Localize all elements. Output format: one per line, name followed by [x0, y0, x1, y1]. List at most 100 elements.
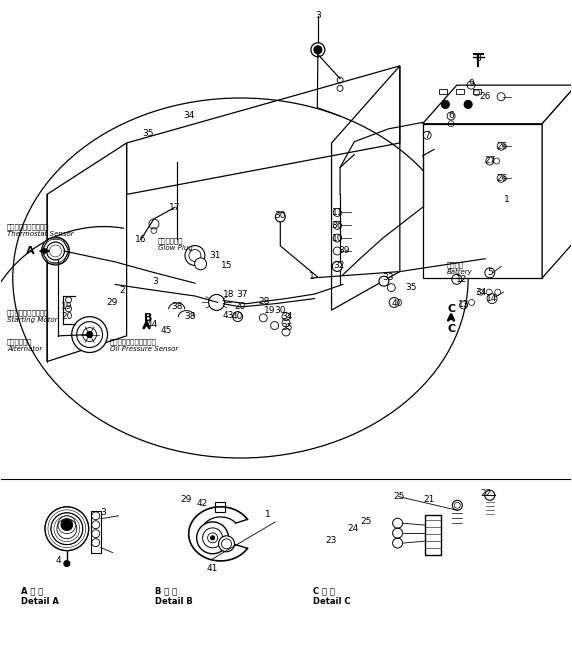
Text: C 詳 細
Detail C: C 詳 細 Detail C	[313, 587, 351, 606]
Text: 1: 1	[504, 195, 510, 204]
Circle shape	[209, 295, 225, 310]
Text: 8: 8	[475, 54, 481, 63]
Text: 11: 11	[332, 208, 343, 217]
Text: グロープラグ
Glow Plug: グロープラグ Glow Plug	[158, 238, 193, 251]
Text: 24: 24	[348, 524, 359, 533]
Text: 26: 26	[496, 174, 508, 183]
Text: 6: 6	[448, 112, 454, 121]
Text: 41: 41	[206, 564, 218, 573]
Circle shape	[45, 507, 89, 550]
Circle shape	[61, 519, 73, 531]
Circle shape	[311, 43, 325, 57]
Text: 19: 19	[264, 306, 276, 315]
Text: 36: 36	[332, 221, 343, 230]
Text: 40: 40	[232, 312, 243, 321]
Text: 13: 13	[458, 300, 470, 309]
Text: 28: 28	[259, 297, 270, 306]
Text: 20: 20	[235, 302, 246, 311]
Polygon shape	[423, 85, 572, 124]
Text: 9: 9	[468, 79, 474, 89]
Circle shape	[332, 262, 342, 271]
Text: 45: 45	[161, 326, 172, 335]
Text: 40: 40	[391, 299, 403, 308]
Text: 14: 14	[486, 294, 498, 303]
FancyBboxPatch shape	[423, 124, 542, 278]
Text: 31: 31	[209, 251, 221, 260]
Text: C: C	[447, 304, 455, 314]
Text: 34: 34	[184, 112, 195, 121]
Text: 30: 30	[275, 306, 286, 315]
Text: 17: 17	[169, 203, 181, 212]
Text: 35: 35	[142, 129, 154, 138]
Text: 32: 32	[333, 260, 344, 269]
Text: 10: 10	[332, 234, 343, 243]
Text: 43: 43	[223, 311, 233, 320]
Text: 26: 26	[496, 141, 508, 151]
Text: 4: 4	[55, 556, 61, 565]
Polygon shape	[542, 85, 572, 278]
Circle shape	[452, 500, 462, 510]
Text: 12: 12	[456, 275, 467, 284]
Text: 25: 25	[393, 492, 404, 501]
Text: 35: 35	[281, 323, 293, 332]
Text: 23: 23	[326, 536, 337, 545]
Text: 26: 26	[479, 92, 491, 101]
Text: 21: 21	[424, 495, 435, 505]
Text: 3: 3	[100, 508, 106, 517]
Text: 38: 38	[171, 302, 182, 311]
Text: 33: 33	[383, 273, 394, 282]
Text: 20: 20	[61, 312, 73, 321]
Text: 39: 39	[338, 247, 350, 256]
Text: 34: 34	[475, 287, 486, 297]
Text: 37: 37	[236, 289, 247, 298]
Text: B: B	[144, 313, 152, 324]
Text: スターティングモータ
Starting Motor: スターティングモータ Starting Motor	[7, 309, 58, 324]
Circle shape	[233, 311, 243, 322]
Bar	[456, 89, 463, 94]
Circle shape	[42, 237, 69, 265]
Text: 29: 29	[181, 495, 192, 505]
Text: 18: 18	[223, 289, 235, 298]
Text: 7: 7	[424, 130, 430, 140]
Text: 3: 3	[315, 11, 321, 20]
Circle shape	[275, 212, 285, 222]
Circle shape	[64, 561, 70, 567]
Text: 15: 15	[220, 260, 232, 269]
Circle shape	[210, 536, 214, 540]
Circle shape	[485, 490, 495, 500]
Circle shape	[379, 276, 389, 286]
Text: 1: 1	[265, 510, 271, 519]
Circle shape	[219, 536, 235, 552]
Text: 30: 30	[275, 211, 286, 220]
Text: A 詳 細
Detail A: A 詳 細 Detail A	[21, 587, 59, 606]
Text: 5: 5	[487, 268, 492, 277]
Circle shape	[197, 522, 228, 554]
Text: オイルプレッシャセンサ
Oil Pressure Sensor: オイルプレッシャセンサ Oil Pressure Sensor	[110, 339, 178, 352]
Text: 35: 35	[406, 283, 417, 292]
Circle shape	[194, 258, 206, 270]
Text: 27: 27	[484, 156, 495, 165]
Text: 22: 22	[480, 489, 492, 498]
Circle shape	[464, 100, 472, 109]
Text: 29: 29	[107, 298, 118, 307]
Text: A: A	[26, 246, 35, 256]
Text: 44: 44	[146, 320, 158, 329]
Bar	[439, 89, 447, 94]
Bar	[91, 511, 101, 552]
Text: 16: 16	[135, 235, 146, 244]
Text: 34: 34	[281, 312, 293, 321]
Text: 19: 19	[61, 302, 73, 311]
Text: オルタネータ
Alternator: オルタネータ Alternator	[7, 339, 42, 352]
Text: B 詳 細
Detail B: B 詳 細 Detail B	[155, 587, 193, 606]
Circle shape	[86, 331, 93, 338]
Bar	[426, 516, 442, 555]
Bar	[472, 89, 480, 94]
Circle shape	[389, 297, 399, 307]
Text: 2: 2	[119, 286, 125, 295]
Text: 42: 42	[196, 499, 208, 508]
Text: バッテリ
Battery: バッテリ Battery	[447, 262, 472, 275]
Text: 3: 3	[152, 276, 158, 286]
Text: 38: 38	[185, 312, 196, 321]
Circle shape	[442, 100, 450, 109]
Circle shape	[314, 46, 322, 54]
